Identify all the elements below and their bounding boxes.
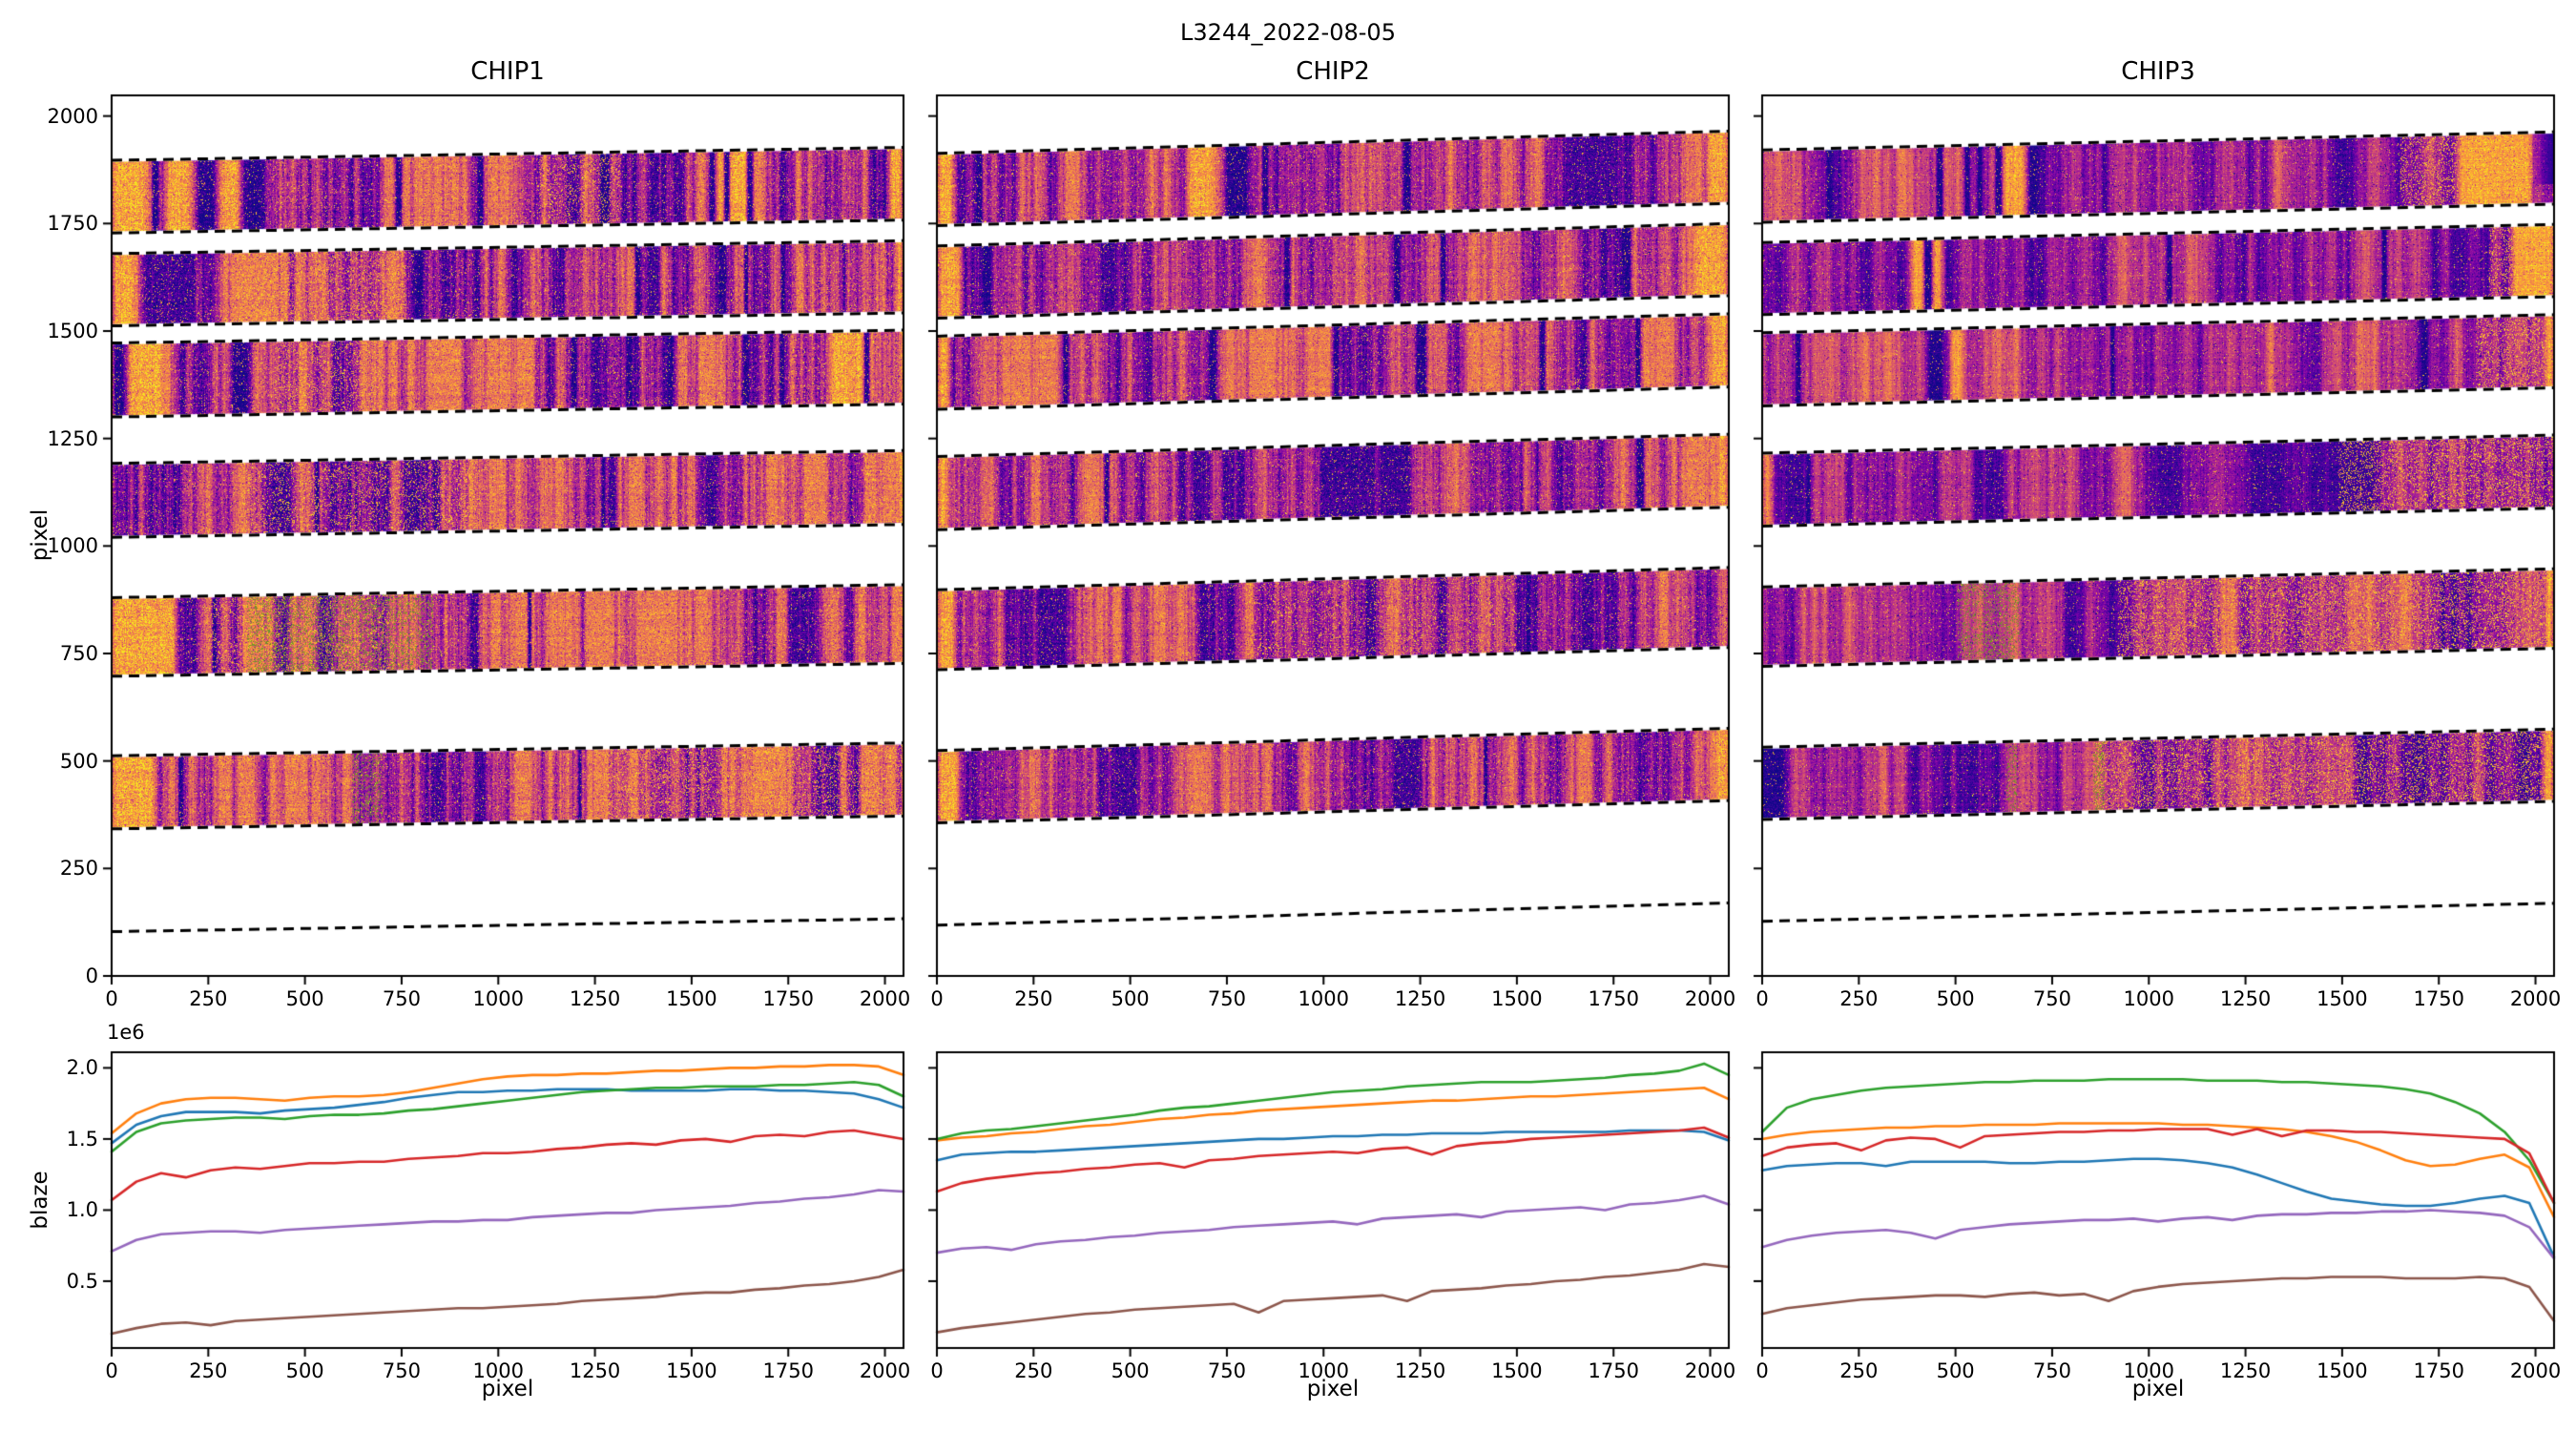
x-tick-label: 1250 <box>1394 1359 1446 1382</box>
x-tick-label: 1000 <box>2123 1359 2174 1382</box>
x-tick-label: 500 <box>1936 1359 1975 1382</box>
x-tick-label: 1500 <box>1491 987 1543 1010</box>
x-tick-label: 750 <box>2032 987 2071 1010</box>
x-tick-label: 1750 <box>762 987 814 1010</box>
x-tick-label: 750 <box>382 1359 421 1382</box>
y-tick-label: 1500 <box>47 319 98 342</box>
x-tick-label: 1500 <box>1491 1359 1543 1382</box>
x-tick-label: 750 <box>382 987 421 1010</box>
x-tick-label: 250 <box>1014 987 1053 1010</box>
x-tick-label: 0 <box>105 987 118 1010</box>
x-tick-label: 0 <box>1755 1359 1769 1382</box>
x-axis-label-chip2: pixel <box>1306 1377 1360 1401</box>
panel-title-chip2: CHIP2 <box>1296 57 1370 86</box>
x-tick-label: 750 <box>1207 1359 1246 1382</box>
x-tick-label: 2000 <box>1684 987 1736 1010</box>
x-tick-label: 1750 <box>2413 987 2464 1010</box>
y-tick-label: 1.0 <box>66 1198 98 1222</box>
y-tick-label: 1.5 <box>66 1127 98 1151</box>
x-tick-label: 500 <box>285 1359 324 1382</box>
x-tick-label: 1000 <box>2123 987 2174 1010</box>
x-tick-label: 1750 <box>2413 1359 2464 1382</box>
x-tick-label: 2000 <box>2509 987 2562 1010</box>
x-tick-label: 1750 <box>1588 1359 1639 1382</box>
x-tick-label: 1000 <box>1298 1359 1349 1382</box>
x-axis-label-chip1: pixel <box>481 1377 534 1401</box>
x-tick-label: 250 <box>1839 987 1879 1010</box>
x-tick-label: 1000 <box>472 987 524 1010</box>
y-tick-label: 250 <box>59 857 98 881</box>
x-tick-label: 1750 <box>762 1359 814 1382</box>
x-tick-label: 250 <box>1839 1359 1879 1382</box>
y-tick-label: 0 <box>85 964 98 987</box>
y-tick-label: 0.5 <box>66 1269 98 1293</box>
x-tick-label: 250 <box>189 1359 228 1382</box>
x-tick-label: 750 <box>2032 1359 2071 1382</box>
x-tick-label: 750 <box>1207 987 1246 1010</box>
x-tick-label: 1250 <box>569 1359 621 1382</box>
x-tick-label: 2000 <box>859 1359 911 1382</box>
x-tick-label: 1500 <box>2316 987 2368 1010</box>
figure-title: L3244_2022-08-05 <box>1180 19 1396 46</box>
x-tick-label: 2000 <box>2509 1359 2562 1382</box>
x-tick-label: 0 <box>105 1359 118 1382</box>
x-tick-label: 2000 <box>859 987 911 1010</box>
x-tick-label: 1250 <box>2219 987 2272 1010</box>
panel-title-chip3: CHIP3 <box>2121 57 2195 86</box>
x-tick-label: 1750 <box>1588 987 1639 1010</box>
y-tick-label: 500 <box>59 749 98 773</box>
x-tick-label: 0 <box>930 1359 944 1382</box>
x-tick-label: 500 <box>285 987 324 1010</box>
y-tick-label: 1000 <box>47 534 98 558</box>
x-tick-label: 500 <box>1936 987 1975 1010</box>
x-tick-label: 2000 <box>1684 1359 1736 1382</box>
y-axis-offset-label: 1e6 <box>107 1021 145 1044</box>
y-tick-label: 2.0 <box>66 1056 98 1080</box>
panel-title-chip1: CHIP1 <box>470 57 545 86</box>
x-tick-label: 1500 <box>666 987 717 1010</box>
x-tick-label: 1250 <box>569 987 621 1010</box>
x-tick-label: 0 <box>930 987 944 1010</box>
x-tick-label: 1000 <box>472 1359 524 1382</box>
y-tick-label: 1750 <box>47 212 98 236</box>
x-tick-label: 1500 <box>666 1359 717 1382</box>
y-tick-label: 2000 <box>47 104 98 128</box>
y-tick-label: 750 <box>59 641 98 665</box>
x-tick-label: 250 <box>189 987 228 1010</box>
x-axis-label-chip3: pixel <box>2131 1377 2185 1401</box>
x-tick-label: 1250 <box>2219 1359 2272 1382</box>
x-tick-label: 250 <box>1014 1359 1053 1382</box>
x-tick-label: 0 <box>1755 987 1769 1010</box>
x-tick-label: 500 <box>1111 1359 1150 1382</box>
x-tick-label: 1000 <box>1298 987 1349 1010</box>
y-tick-label: 1250 <box>47 426 98 450</box>
x-tick-label: 1500 <box>2316 1359 2368 1382</box>
x-tick-label: 1250 <box>1394 987 1446 1010</box>
x-tick-label: 500 <box>1111 987 1150 1010</box>
